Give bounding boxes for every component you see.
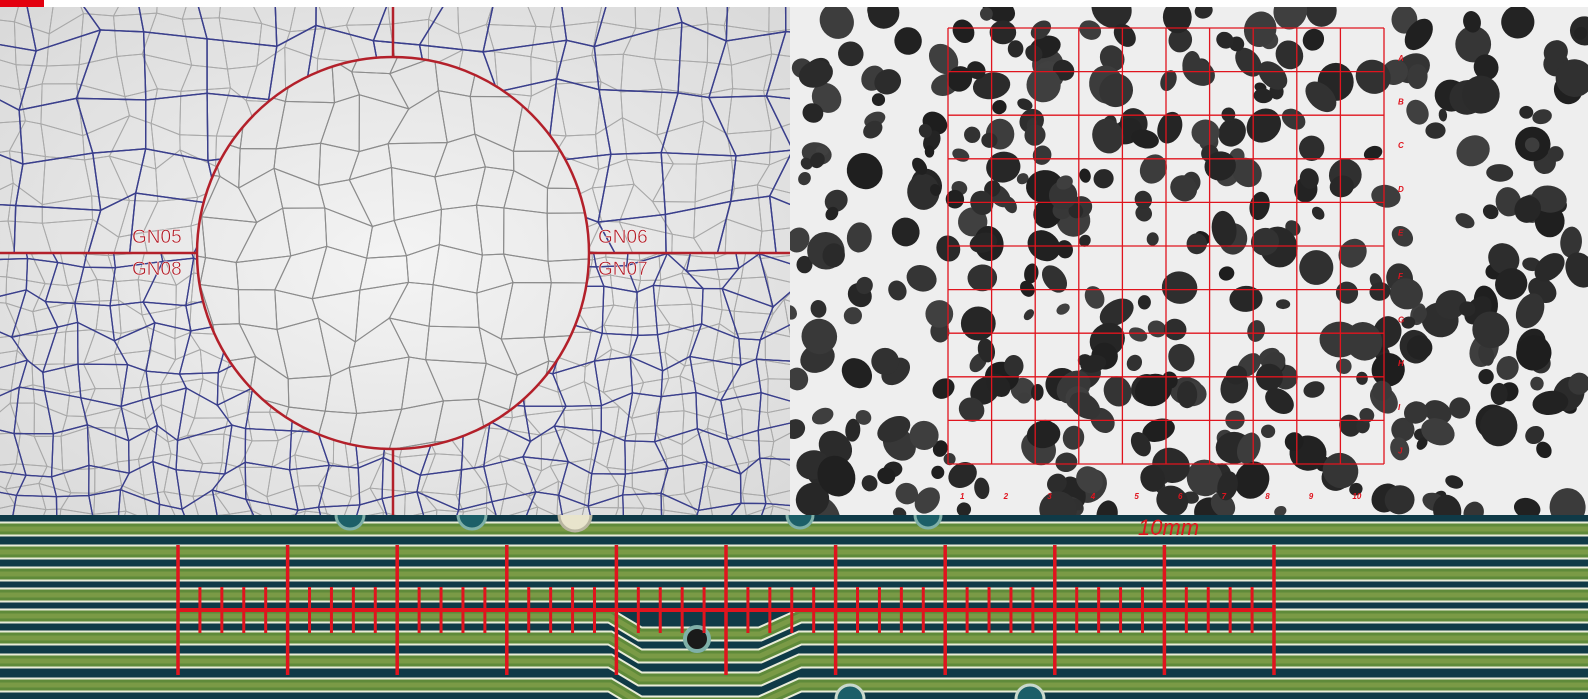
grid-column-label: 10 xyxy=(1352,492,1361,501)
dark-particles xyxy=(790,7,1588,515)
grid-row-label: A xyxy=(1397,54,1404,63)
grid-column-label: 7 xyxy=(1222,492,1227,501)
measurement-overlay xyxy=(0,7,790,515)
grain-size-micrograph: GN05 GN08 GN06 GN07 xyxy=(0,7,790,515)
grid-column-labels: 1 2 3 4 5 6 7 8 9 10 xyxy=(960,492,1362,501)
grid-row-label: J xyxy=(1398,446,1403,455)
grid-column-label: 2 xyxy=(1003,492,1009,501)
grid-column-label: 1 xyxy=(960,492,965,501)
scale-bar xyxy=(176,545,1276,675)
particle-overlay: A B C D E F G H I J 1 2 3 4 5 6 7 8 9 10 xyxy=(790,7,1588,515)
grid-row-label: H xyxy=(1398,359,1404,368)
label-gn06: GN06 xyxy=(598,227,648,248)
counting-grid xyxy=(947,27,1385,465)
grid-row-label: D xyxy=(1398,185,1404,194)
measurement-circle xyxy=(195,55,591,451)
pcb-overlay: 10mm xyxy=(0,515,1588,699)
grid-column-label: 9 xyxy=(1309,492,1314,501)
grid-row-label: B xyxy=(1398,98,1404,107)
scale-bar-label: 10mm xyxy=(1138,515,1199,540)
grid-row-label: G xyxy=(1398,316,1404,325)
pcb-traces-image: 10mm xyxy=(0,515,1588,699)
label-gn07: GN07 xyxy=(598,259,648,280)
grain-overlay: GN05 GN08 GN06 GN07 xyxy=(0,7,790,515)
grid-row-label: I xyxy=(1398,403,1401,412)
grid-row-label: E xyxy=(1398,228,1404,237)
grid-column-label: 6 xyxy=(1178,492,1183,501)
particle-count-micrograph: A B C D E F G H I J 1 2 3 4 5 6 7 8 9 10 xyxy=(790,7,1588,515)
grid-column-label: 5 xyxy=(1134,492,1139,501)
brand-corner-mark xyxy=(0,0,44,7)
grid-row-label: C xyxy=(1398,141,1404,150)
grid-row-label: F xyxy=(1398,272,1404,281)
grid-row-labels: A B C D E F G H I J xyxy=(1397,54,1404,455)
grid-column-label: 8 xyxy=(1265,492,1270,501)
grid-column-label: 4 xyxy=(1090,492,1096,501)
label-gn05: GN05 xyxy=(132,227,182,248)
grid-column-label: 3 xyxy=(1047,492,1052,501)
label-gn08: GN08 xyxy=(132,259,182,280)
